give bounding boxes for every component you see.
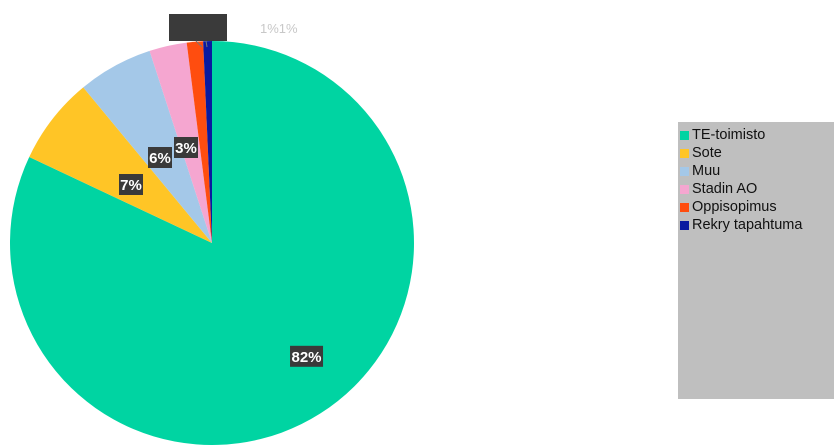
leader-line [195, 40, 203, 48]
data-label-box [148, 147, 172, 168]
legend-label: Sote [692, 145, 722, 161]
data-label-box [119, 174, 143, 195]
data-label-stadin-ao: 3% [174, 137, 198, 158]
data-label-box [290, 345, 324, 367]
small-slice-label-box [169, 14, 227, 41]
legend-swatch [680, 130, 689, 140]
legend-swatch [680, 148, 689, 158]
chart-legend: TE-toimisto Sote Muu Stadin AO Oppisopimus Re… [678, 122, 834, 399]
pie-slices [9, 41, 415, 445]
legend-label: Rekry tapahtuma [692, 217, 803, 233]
legend-label: TE-toimisto [692, 127, 766, 143]
legend-item-muu: Muu [680, 162, 834, 180]
data-label-text: 6% [149, 150, 171, 167]
legend-item-te-toimisto: TE-toimisto [680, 126, 834, 144]
pie-data-labels: 82% 7% 6%3% [119, 137, 324, 367]
legend-label: Stadin AO [692, 181, 758, 197]
data-label-muu: 6% [148, 147, 172, 168]
pie-slice-rekry-tapahtuma [203, 41, 212, 243]
small-slice-outer-labels: 1%1% [260, 21, 298, 36]
data-label-box [174, 137, 198, 158]
data-label-text: 3% [175, 140, 197, 157]
legend-item-sote: Sote [680, 144, 834, 162]
data-label-te-toimisto: 82% [290, 345, 324, 367]
legend-swatch [680, 202, 689, 212]
legend-label: Muu [692, 163, 721, 179]
pie-slice-muu [83, 50, 212, 244]
data-label-text: 82% [292, 349, 322, 366]
legend-swatch [680, 220, 689, 230]
legend-item-stadin-ao: Stadin AO [680, 180, 834, 198]
pie-slice-oppisopimus [186, 41, 212, 244]
data-label-sote: 7% [119, 174, 143, 195]
data-label-text: 7% [120, 177, 142, 194]
pie-slice-sote [29, 87, 213, 243]
legend-item-oppisopimus: Oppisopimus [680, 198, 834, 216]
legend-item-rekry-tapahtuma: Rekry tapahtuma [680, 216, 834, 234]
legend-swatch [680, 184, 689, 194]
legend-swatch [680, 166, 689, 176]
small-slice-callout: 1%1% [169, 14, 298, 48]
legend-list: TE-toimisto Sote Muu Stadin AO Oppisopimus Re… [678, 122, 834, 234]
leader-line [205, 40, 208, 48]
legend-label: Oppisopimus [692, 199, 777, 215]
pie-slice-te-toimisto [9, 41, 415, 445]
